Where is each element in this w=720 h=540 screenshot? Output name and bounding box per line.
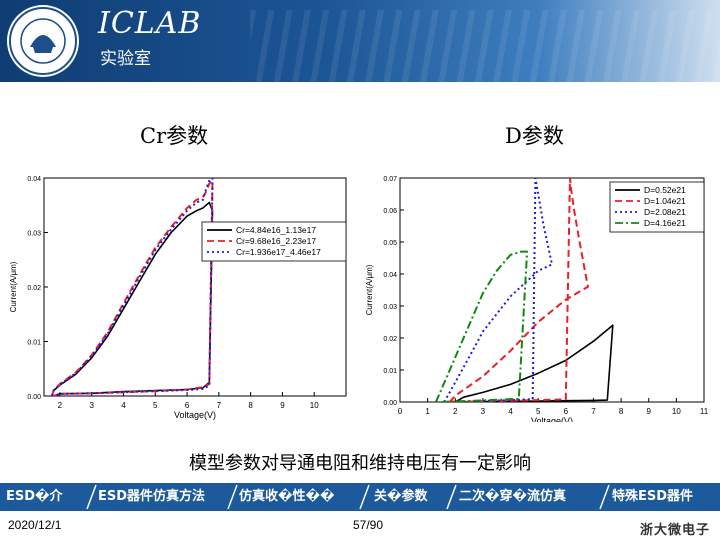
chart-d-parameter: 0 1 2 3 4 5 6 7 8 9 10 11 0.00 0.01 0.02 0.03 0.04 0.05 0.…	[360, 172, 712, 422]
y-tick-label: 0.02	[27, 285, 41, 292]
y-tick-label: 0.02	[383, 336, 397, 343]
legend-entry: D=1.04e21	[644, 196, 686, 206]
y-tick-label: 0.04	[27, 176, 41, 183]
x-tick-label: 6	[185, 401, 190, 410]
nav-item-key-parameters[interactable]: 关�参数	[374, 489, 428, 504]
legend-entry: D=0.52e21	[644, 185, 686, 195]
x-tick-label: 0	[398, 407, 403, 416]
y-tick-label: 0.07	[383, 176, 397, 183]
nav-separator	[86, 484, 97, 510]
x-axis-label: Voltage(V)	[174, 410, 216, 420]
x-tick-label: 11	[700, 407, 709, 416]
series-line	[434, 250, 529, 402]
x-tick-label: 7	[591, 407, 596, 416]
y-tick-label: 0.03	[383, 304, 397, 311]
y-axis-label: Current(A/μm)	[365, 264, 374, 315]
x-tick-label: 8	[248, 401, 253, 410]
nav-item-convergence[interactable]: 仿真收�性��	[239, 489, 335, 504]
plot-frame	[399, 177, 705, 403]
chart-title-d: D参数	[505, 124, 564, 148]
nav-item-secondary-breakdown[interactable]: 二次�穿�流仿真	[459, 489, 566, 504]
nav-separator	[359, 484, 370, 510]
x-tick-label: 1	[425, 407, 430, 416]
footer-brand: 浙大微电子	[640, 523, 711, 538]
series-line	[454, 324, 614, 402]
nav-item-methods[interactable]: ESD器件仿真方法	[98, 489, 206, 504]
lab-name: 实验室	[100, 49, 151, 69]
x-tick-label: 4	[121, 401, 126, 410]
x-tick-label: 6	[564, 407, 569, 416]
header-watermark	[250, 10, 720, 82]
nav-item-special-devices[interactable]: 特殊ESD器件	[612, 489, 694, 504]
x-tick-label: 9	[647, 407, 652, 416]
chart-cr-parameter: 2 3 4 5 6 7 8 9 10 0.00 0.01 0.02 0.03 0.04 Voltage(V)…	[8, 172, 356, 422]
y-tick-label: 0.00	[383, 400, 397, 407]
series-line	[51, 201, 214, 396]
x-tick-label: 10	[310, 401, 319, 410]
y-tick-label: 0.01	[383, 368, 397, 375]
y-tick-label: 0.00	[27, 394, 41, 401]
section-nav-bar: ESD�介 ESD器件仿真方法 仿真收�性�� 关�参数 二次�穿�流仿真 特殊…	[0, 483, 720, 511]
x-axis-label: Voltage(V)	[531, 416, 573, 422]
x-tick-label: 3	[481, 407, 486, 416]
x-tick-label: 5	[153, 401, 158, 410]
nav-separator	[227, 484, 238, 510]
legend-entry: D=2.08e21	[644, 207, 686, 217]
y-axis-label: Current(A/μm)	[9, 261, 18, 312]
x-tick-label: 10	[672, 407, 681, 416]
slide-header: ICLAB 实验室	[0, 0, 720, 82]
y-tick-label: 0.01	[27, 340, 41, 347]
footer-page-number: 57/90	[353, 518, 384, 532]
nav-item-intro[interactable]: ESD�介	[6, 489, 63, 504]
x-tick-label: 2	[58, 401, 63, 410]
brand-title: ICLAB	[98, 6, 202, 41]
y-tick-label: 0.06	[383, 208, 397, 215]
x-tick-label: 8	[619, 407, 624, 416]
legend-entry: Cr=1.936e17_4.46e17	[236, 247, 321, 257]
legend-entry: Cr=9.68e16_2.23e17	[236, 236, 316, 246]
chart-title-cr: Cr参数	[140, 124, 209, 148]
x-tick-label: 3	[89, 401, 94, 410]
nav-separator	[446, 484, 457, 510]
y-tick-label: 0.05	[383, 240, 397, 247]
y-tick-label: 0.03	[27, 231, 41, 238]
legend-entry: Cr=4.84e16_1.13e17	[236, 225, 316, 235]
x-tick-label: 9	[280, 401, 285, 410]
university-seal-icon	[7, 5, 79, 77]
nav-separator	[599, 484, 610, 510]
x-tick-label: 2	[453, 407, 458, 416]
slide-caption: 模型参数对导通电阻和维持电压有一定影响	[189, 453, 531, 474]
footer-date: 2020/12/1	[8, 518, 62, 532]
legend-entry: D=4.16e21	[644, 218, 686, 228]
series-line	[443, 178, 553, 402]
legend-box	[201, 221, 347, 262]
x-tick-label: 7	[217, 401, 222, 410]
x-tick-label: 5	[536, 407, 541, 416]
y-tick-label: 0.04	[383, 272, 397, 279]
x-tick-label: 4	[508, 407, 513, 416]
